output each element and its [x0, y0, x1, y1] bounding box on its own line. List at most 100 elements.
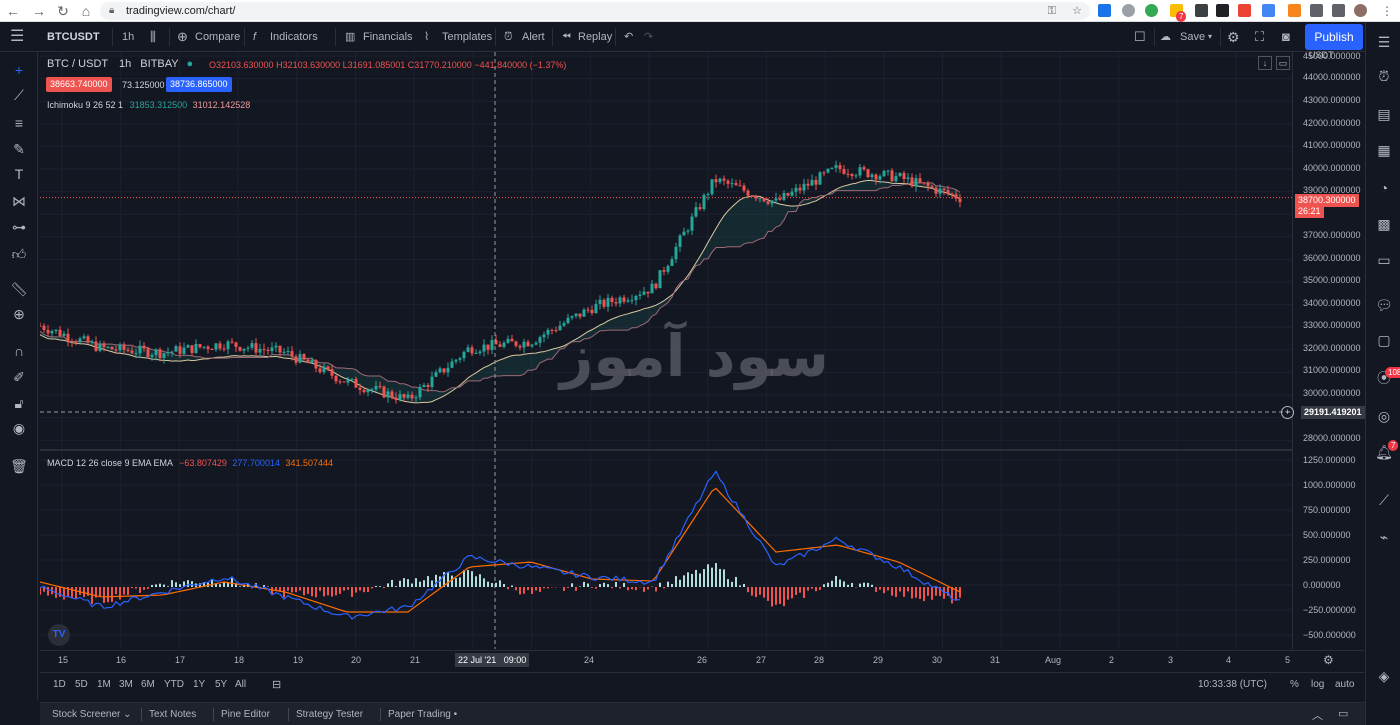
- hotlist-icon[interactable]: ◔: [1379, 180, 1389, 196]
- compare-button[interactable]: Compare: [195, 31, 241, 43]
- back-icon[interactable]: ←: [6, 3, 20, 19]
- extension-icon[interactable]: [1238, 4, 1251, 17]
- range-button-1d[interactable]: 1D: [53, 679, 66, 690]
- footer-tab-text-notes[interactable]: Text Notes: [149, 709, 197, 720]
- buy-price-box[interactable]: 38736.865000: [166, 77, 232, 92]
- layout-icon[interactable]: ☐: [1134, 29, 1146, 44]
- range-button-1y[interactable]: 1Y: [193, 679, 206, 690]
- chats-icon[interactable]: ▢: [1377, 332, 1391, 348]
- range-button-ytd[interactable]: YTD: [164, 679, 184, 690]
- text-icon[interactable]: T: [14, 166, 24, 182]
- extension-icon[interactable]: [1145, 4, 1158, 17]
- range-button-3m[interactable]: 3M: [119, 679, 133, 690]
- chart-pane[interactable]: سود آموز BTC / USDT 1h BITBAY ● O32103.6…: [38, 52, 1292, 649]
- brush-icon[interactable]: ✎: [13, 141, 25, 157]
- zoom-icon[interactable]: ⊕: [13, 306, 25, 322]
- extension-icon[interactable]: [1310, 4, 1323, 17]
- replay-button[interactable]: Replay: [578, 31, 613, 43]
- lock-draw-icon[interactable]: ✐: [13, 369, 25, 385]
- interval-button[interactable]: 1h: [122, 31, 135, 43]
- trendline-icon[interactable]: ⟋: [14, 87, 24, 103]
- metamask-icon[interactable]: [1288, 4, 1301, 17]
- percent-toggle[interactable]: %: [1290, 679, 1299, 690]
- layers-icon[interactable]: ◈: [1378, 668, 1390, 684]
- clock[interactable]: 10:33:38 (UTC): [1198, 679, 1267, 690]
- range-button-6m[interactable]: 6M: [141, 679, 155, 690]
- extension-icon[interactable]: [1195, 4, 1208, 17]
- sell-price-box[interactable]: 38663.740000: [46, 77, 112, 92]
- tradingview-logo[interactable]: TV: [48, 624, 70, 646]
- publish-button[interactable]: Publish: [1305, 24, 1363, 50]
- mail-icon[interactable]: [1216, 4, 1229, 17]
- redo-icon[interactable]: ↷: [644, 31, 654, 43]
- star-icon[interactable]: ☆: [1072, 5, 1082, 17]
- camera-icon[interactable]: ◙: [1282, 29, 1290, 44]
- footer-tab-paper-trading[interactable]: Paper Trading •: [388, 709, 458, 720]
- chart-canvas[interactable]: [38, 52, 1292, 649]
- ideas-icon[interactable]: ▭: [1377, 252, 1391, 268]
- fullscreen-icon[interactable]: ⛶: [1255, 29, 1265, 44]
- forward-icon[interactable]: →: [32, 3, 46, 19]
- data-window-icon[interactable]: ▤: [1377, 106, 1391, 122]
- axis-settings-icon[interactable]: ⚙: [1323, 653, 1334, 667]
- alert-button[interactable]: Alert: [522, 31, 545, 43]
- scroll-down-icon[interactable]: ↓: [1258, 56, 1272, 70]
- range-button-5d[interactable]: 5D: [75, 679, 88, 690]
- financials-icon[interactable]: ▥: [345, 31, 356, 43]
- indicators-button[interactable]: Indicators: [270, 31, 318, 43]
- hamburger-icon[interactable]: ☰: [10, 28, 25, 45]
- range-button-1m[interactable]: 1M: [97, 679, 111, 690]
- trend-icon[interactable]: ⟋: [1379, 492, 1389, 508]
- news-icon[interactable]: ▦: [1377, 142, 1391, 158]
- chevron-up-icon[interactable]: ︿: [1312, 710, 1323, 722]
- range-button-all[interactable]: All: [235, 679, 247, 690]
- candle-type-icon[interactable]: ⫼: [150, 29, 156, 44]
- avatar[interactable]: [1354, 4, 1367, 17]
- templates-button[interactable]: Templates: [442, 31, 493, 43]
- calendar-icon[interactable]: ▩: [1377, 216, 1391, 232]
- templates-icon[interactable]: ⌇: [424, 31, 430, 43]
- footer-tab-strategy-tester[interactable]: Strategy Tester: [296, 709, 364, 720]
- undo-icon[interactable]: ↶: [624, 31, 634, 43]
- chat-icon[interactable]: 💬︎: [1375, 297, 1393, 313]
- magnet-icon[interactable]: ∩: [13, 343, 25, 359]
- puzzle-icon[interactable]: [1332, 4, 1345, 17]
- add-alert-icon[interactable]: +: [1281, 406, 1294, 419]
- save-button[interactable]: Save: [1180, 31, 1206, 43]
- extension-icon[interactable]: [1098, 4, 1111, 17]
- extension-icon[interactable]: [1262, 4, 1275, 17]
- eye-icon[interactable]: ◉: [12, 420, 26, 436]
- time-axis[interactable]: 15 16 17 18 19 20 21 24 26 27 28 29 30 31 Aug 2 3 4 5 22 J…: [40, 650, 1364, 670]
- date-range-icon[interactable]: ⊟: [272, 679, 282, 691]
- cloud-icon[interactable]: ☁: [1160, 31, 1171, 43]
- maximize-icon[interactable]: ▭: [1276, 56, 1290, 70]
- replay-icon[interactable]: ⏪︎: [562, 31, 571, 43]
- extension-icon[interactable]: [1122, 4, 1135, 17]
- broadcast-icon[interactable]: ◎: [1377, 408, 1391, 424]
- auto-toggle[interactable]: auto: [1335, 679, 1355, 690]
- symbol-search[interactable]: BTCUSDT: [47, 31, 100, 43]
- fib-icon[interactable]: ≡: [14, 115, 24, 131]
- maximize-panel-icon[interactable]: ▭: [1338, 708, 1349, 720]
- pattern-icon[interactable]: ⋈: [12, 193, 26, 209]
- log-toggle[interactable]: log: [1311, 679, 1325, 690]
- range-button-5y[interactable]: 5Y: [215, 679, 228, 690]
- gear-icon[interactable]: ⚙: [1227, 29, 1240, 45]
- pulse-icon[interactable]: ⌁: [1379, 529, 1389, 545]
- menu-dots-icon[interactable]: ⋮: [1381, 4, 1393, 18]
- address-bar[interactable]: 🔒︎ tradingview.com/chart/ ⚿ ☆: [100, 2, 1090, 20]
- lock-icon[interactable]: 🔓︎: [14, 395, 24, 411]
- key-icon[interactable]: ⚿: [1047, 5, 1056, 17]
- watchlist-icon[interactable]: ☰: [1377, 34, 1391, 50]
- financials-button[interactable]: Financials: [363, 31, 413, 43]
- footer-tab-stock-screener[interactable]: Stock Screener ⌄: [52, 709, 132, 720]
- prediction-icon[interactable]: ⊶: [12, 219, 26, 235]
- crosshair-icon[interactable]: +: [14, 62, 24, 78]
- compare-icon[interactable]: ⊕: [177, 29, 188, 44]
- indicators-icon[interactable]: f: [253, 31, 257, 43]
- alarm-icon[interactable]: ⏰︎: [1378, 68, 1390, 84]
- trash-icon[interactable]: 🗑︎: [10, 458, 28, 474]
- reload-icon[interactable]: ↻: [57, 3, 69, 19]
- footer-tab-pine-editor[interactable]: Pine Editor: [221, 709, 270, 720]
- thumbs-up-icon[interactable]: 👍︎: [11, 246, 27, 262]
